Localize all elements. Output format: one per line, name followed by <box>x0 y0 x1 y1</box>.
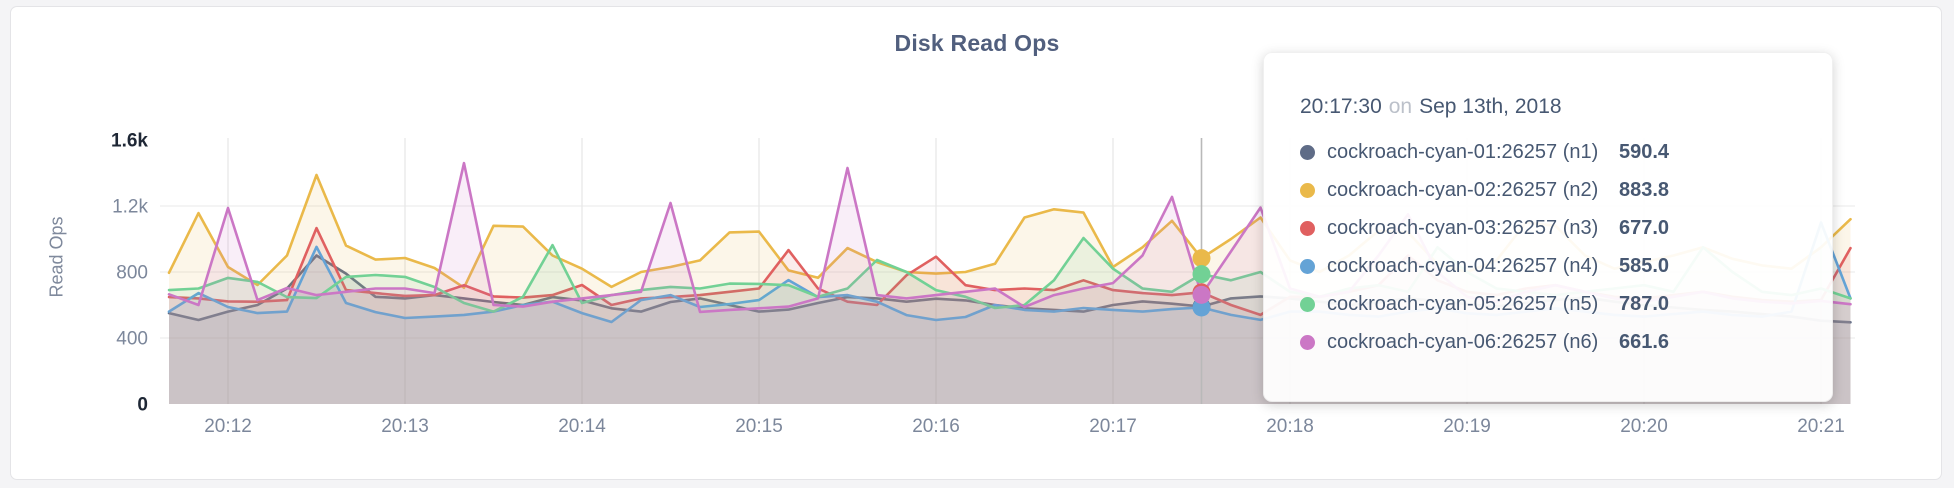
series-name: cockroach-cyan-04:26257 (n4) <box>1327 254 1599 277</box>
chart-tooltip: 20:17:30 on Sep 13th, 2018 cockroach-cyan-… <box>1263 52 1833 402</box>
series-dot-icon <box>1300 220 1315 236</box>
series-value: 590.4 <box>1619 140 1670 163</box>
x-tick-label: 20:18 <box>1266 416 1314 437</box>
y-tick-label: 0 <box>137 395 148 416</box>
tooltip-series-row: cockroach-cyan-03:26257 (n3) 677.0 <box>1300 209 1832 247</box>
series-value: 787.0 <box>1619 292 1670 315</box>
tooltip-series-row: cockroach-cyan-02:26257 (n2) 883.8 <box>1300 171 1832 209</box>
series-dot-icon <box>1300 182 1315 198</box>
tooltip-date: Sep 13th, 2018 <box>1419 95 1562 118</box>
x-tick-label: 20:14 <box>558 416 606 437</box>
series-name: cockroach-cyan-03:26257 (n3) <box>1327 216 1599 239</box>
hover-point-icon <box>1192 265 1211 284</box>
series-name: cockroach-cyan-01:26257 (n1) <box>1327 140 1599 163</box>
x-tick-label: 20:19 <box>1443 416 1491 437</box>
x-tick-label: 20:12 <box>204 416 252 437</box>
series-value: 585.0 <box>1619 254 1670 277</box>
tooltip-time: 20:17:30 <box>1300 95 1382 118</box>
series-value: 883.8 <box>1619 178 1670 201</box>
tooltip-conjunction: on <box>1388 95 1413 118</box>
x-tick-label: 20:17 <box>1089 416 1137 437</box>
hover-point-icon <box>1192 298 1211 317</box>
chart-title: Disk Read Ops <box>894 30 1060 56</box>
hover-point-icon <box>1192 249 1211 268</box>
y-tick-label: 800 <box>116 263 148 284</box>
tooltip-series-row: cockroach-cyan-05:26257 (n5) 787.0 <box>1300 285 1832 323</box>
y-tick-label: 1.6k <box>111 131 148 152</box>
x-tick-label: 20:21 <box>1797 416 1845 437</box>
series-dot-icon <box>1300 258 1315 274</box>
y-tick-label: 400 <box>116 329 148 350</box>
series-dot-icon <box>1300 296 1315 312</box>
series-value: 677.0 <box>1619 216 1670 239</box>
tooltip-series-row: cockroach-cyan-04:26257 (n4) 585.0 <box>1300 247 1832 285</box>
series-dot-icon <box>1300 144 1315 160</box>
x-tick-label: 20:13 <box>381 416 429 437</box>
tooltip-timestamp: 20:17:30 on Sep 13th, 2018 <box>1300 93 1832 121</box>
tooltip-series-list: cockroach-cyan-01:26257 (n1) 590.4 cockr… <box>1300 133 1832 361</box>
series-name: cockroach-cyan-05:26257 (n5) <box>1327 292 1599 315</box>
x-tick-label: 20:20 <box>1620 416 1668 437</box>
y-tick-label: 1.2k <box>112 197 148 218</box>
series-name: cockroach-cyan-02:26257 (n2) <box>1327 178 1599 201</box>
x-tick-label: 20:15 <box>735 416 783 437</box>
tooltip-series-row: cockroach-cyan-06:26257 (n6) 661.6 <box>1300 323 1832 361</box>
series-name: cockroach-cyan-06:26257 (n6) <box>1327 330 1599 353</box>
series-value: 661.6 <box>1619 330 1670 353</box>
x-tick-label: 20:16 <box>912 416 960 437</box>
tooltip-series-row: cockroach-cyan-01:26257 (n1) 590.4 <box>1300 133 1832 171</box>
series-dot-icon <box>1300 334 1315 350</box>
hover-point-icon <box>1192 285 1211 304</box>
